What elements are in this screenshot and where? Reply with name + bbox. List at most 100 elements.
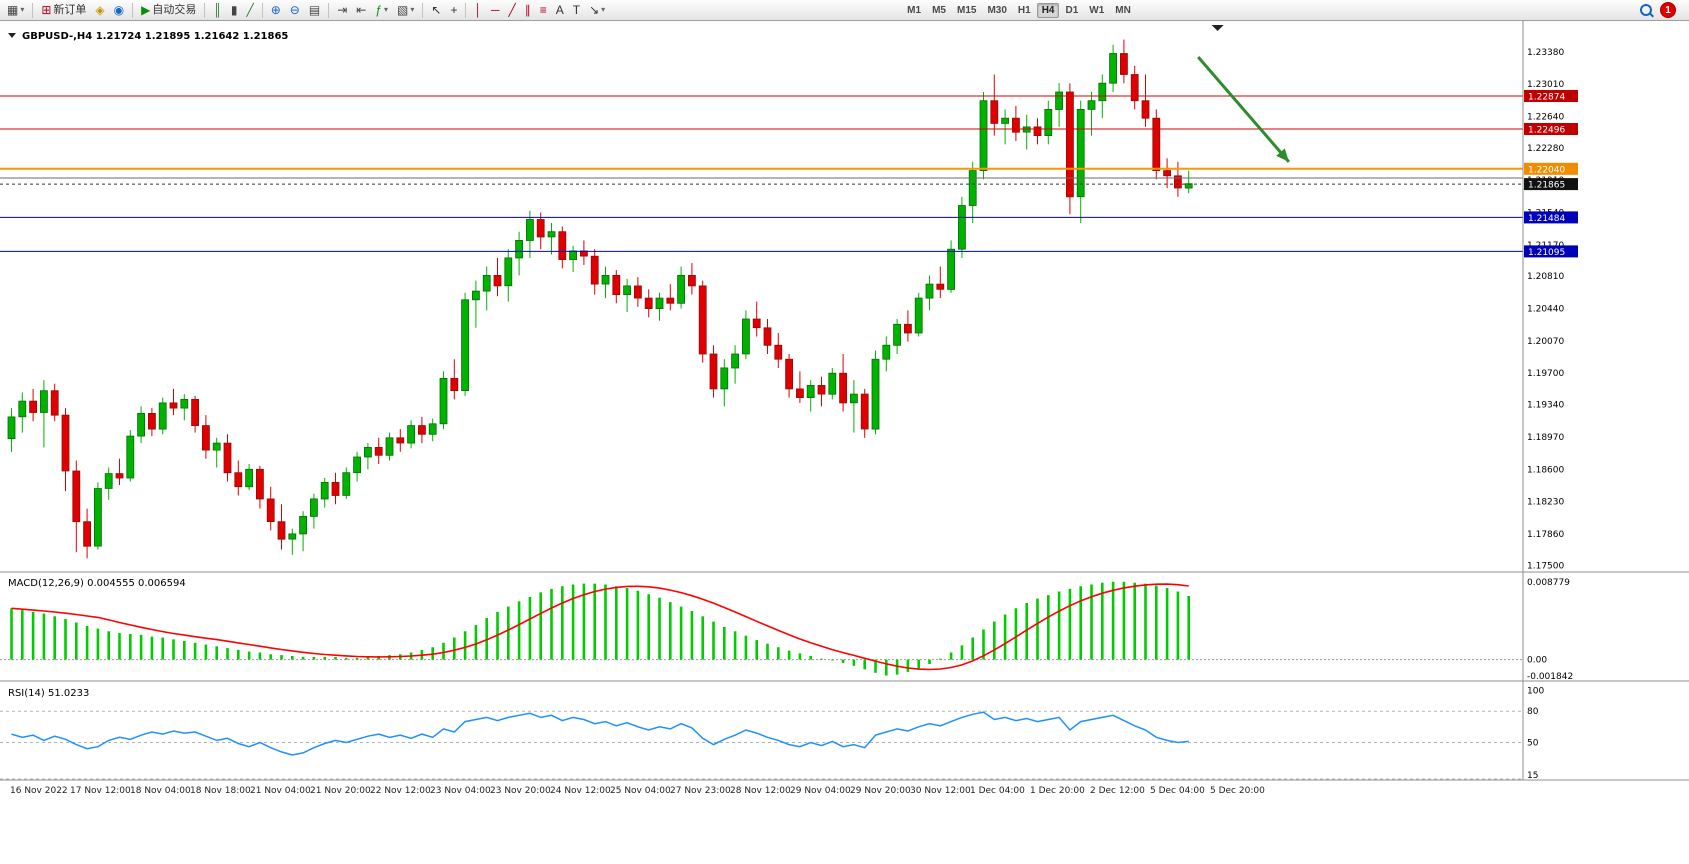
price-axis-label: 1.17860: [1527, 530, 1564, 540]
candle-body: [1044, 109, 1053, 137]
time-axis-label: 25 Nov 04:00: [610, 786, 671, 796]
dropdown-arrow-icon: ▾: [601, 5, 606, 14]
fibonacci-tool-button[interactable]: ≡: [536, 2, 551, 18]
candle-body: [191, 398, 200, 426]
indicators-list-button[interactable]: ƒ ▾: [371, 1, 392, 19]
time-axis-label: 23 Nov 04:00: [430, 786, 491, 796]
new-order-button[interactable]: ⊞ 新订单: [37, 1, 90, 19]
symbol-expand-icon[interactable]: [8, 33, 16, 38]
candle-body: [1087, 100, 1096, 110]
crosshair-tool-button[interactable]: +: [446, 2, 461, 18]
timeframe-h4-button[interactable]: H4: [1036, 2, 1060, 18]
price-line-label: 1.22874: [1528, 93, 1565, 103]
candle-body: [796, 388, 804, 398]
time-axis-label: 1 Dec 04:00: [970, 786, 1025, 796]
text-tool-button[interactable]: A: [552, 2, 568, 18]
chart-shift-marker[interactable]: [1211, 25, 1224, 31]
autotrade-button[interactable]: ▶ 自动交易: [137, 1, 200, 19]
new-chart-button[interactable]: ▦ ▾: [3, 1, 28, 19]
vertical-line-tool-icon: │: [474, 3, 482, 17]
time-axis-label: 23 Nov 20:00: [490, 786, 551, 796]
time-axis-label: 17 Nov 12:00: [70, 786, 131, 796]
price-line-label: 1.21484: [1528, 214, 1565, 224]
text-label-tool-icon: T: [572, 3, 581, 17]
timeframe-m15-button[interactable]: M15: [956, 4, 977, 16]
symbol-ohlc-header: GBPUSD-,H4 1.21724 1.21895 1.21642 1.218…: [22, 31, 288, 42]
candle-body: [947, 248, 955, 290]
timeframe-d1-button[interactable]: D1: [1065, 4, 1079, 16]
bar-chart-mode-button[interactable]: ║: [209, 2, 226, 18]
candle-body: [471, 290, 480, 301]
time-axis-label: 29 Nov 04:00: [790, 786, 851, 796]
templates-button[interactable]: ▧ ▾: [393, 1, 418, 19]
community-chat-button[interactable]: ◉: [110, 2, 128, 18]
vertical-line-tool-button[interactable]: │: [470, 2, 486, 18]
chart-shift-button[interactable]: ⇤: [352, 2, 370, 18]
time-axis-label: 21 Nov 04:00: [250, 786, 311, 796]
timeframe-mn-button[interactable]: MN: [1115, 4, 1131, 16]
timeframe-m1-button[interactable]: M1: [907, 4, 922, 16]
notification-badge[interactable]: 1: [1660, 2, 1676, 18]
time-axis-label: 1 Dec 20:00: [1030, 786, 1085, 796]
macd-label: MACD(12,26,9) 0.004555 0.006594: [8, 578, 186, 589]
time-axis-label: 22 Nov 12:00: [370, 786, 431, 796]
candle-body: [266, 498, 275, 522]
macd-axis-label: 0.00: [1527, 656, 1547, 666]
candle-body: [785, 358, 793, 390]
fibonacci-tool-icon: ≡: [539, 3, 547, 17]
auto-scroll-button[interactable]: ⇥: [333, 2, 351, 18]
candle-body: [201, 425, 210, 451]
community-chat-icon: ◉: [113, 3, 125, 17]
arrows-tool-button[interactable]: ↘ ▾: [585, 1, 609, 19]
candle-body: [169, 402, 178, 409]
macd-axis-label: 0.008779: [1527, 578, 1570, 588]
tile-windows-button[interactable]: ▤: [305, 2, 324, 18]
price-axis-label: 1.22640: [1527, 112, 1564, 122]
mql5-market-icon: ◈: [95, 3, 105, 17]
text-label-tool-button[interactable]: T: [569, 2, 584, 18]
gbpusd-h4-chart[interactable]: GBPUSD-,H4 1.21724 1.21895 1.21642 1.218…: [0, 21, 1689, 859]
timeframe-m5-button[interactable]: M5: [932, 4, 946, 16]
candle-body: [1152, 117, 1161, 171]
candle-body: [1130, 74, 1139, 102]
auto-scroll-icon: ⇥: [337, 3, 348, 17]
trend-arrow-head[interactable]: [1276, 148, 1289, 162]
mql5-market-button[interactable]: ◈: [91, 2, 108, 18]
candle-body: [925, 283, 934, 299]
time-axis-label: 2 Dec 12:00: [1090, 786, 1145, 796]
zoom-out-button[interactable]: ⊖: [286, 2, 304, 18]
timeframe-w1-button[interactable]: W1: [1089, 4, 1105, 16]
bar-chart-mode-icon: ║: [213, 3, 222, 17]
cursor-tool-button[interactable]: ↖: [427, 2, 445, 18]
candle-body: [115, 473, 124, 479]
candle-body: [1055, 91, 1063, 110]
candle-body: [936, 283, 945, 290]
time-axis-label: 30 Nov 12:00: [910, 786, 971, 796]
candle-body: [958, 205, 966, 250]
price-axis-label: 1.19700: [1527, 369, 1564, 379]
candlestick-mode-button[interactable]: ▮: [227, 2, 242, 18]
horizontal-line-tool-button[interactable]: ─: [487, 2, 504, 18]
candle-body: [1174, 175, 1182, 189]
timeframe-h1-button[interactable]: H1: [1017, 4, 1031, 16]
line-chart-mode-button[interactable]: ╱: [243, 2, 258, 18]
time-axis-label: 5 Dec 04:00: [1150, 786, 1205, 796]
search-icon[interactable]: [1640, 4, 1652, 16]
zoom-in-button[interactable]: ⊕: [267, 2, 285, 18]
candlestick-mode-icon: ▮: [230, 3, 238, 17]
equidistant-channel-tool-button[interactable]: ∥: [521, 2, 535, 18]
candle-body: [677, 274, 685, 304]
candle-body: [1066, 91, 1074, 198]
time-axis-label: 27 Nov 23:00: [670, 786, 731, 796]
candle-body: [72, 470, 81, 523]
timeframe-m30-button[interactable]: M30: [987, 4, 1007, 16]
candle-body: [817, 384, 826, 395]
dropdown-arrow-icon: ▾: [384, 5, 389, 14]
candle-body: [590, 255, 599, 285]
trend-arrow-line[interactable]: [1197, 56, 1291, 163]
chart-background[interactable]: [0, 21, 1689, 859]
price-line-label-bg: [1524, 162, 1578, 175]
trendline-tool-button[interactable]: ╱: [504, 2, 519, 18]
time-axis-label: 5 Dec 20:00: [1210, 786, 1265, 796]
